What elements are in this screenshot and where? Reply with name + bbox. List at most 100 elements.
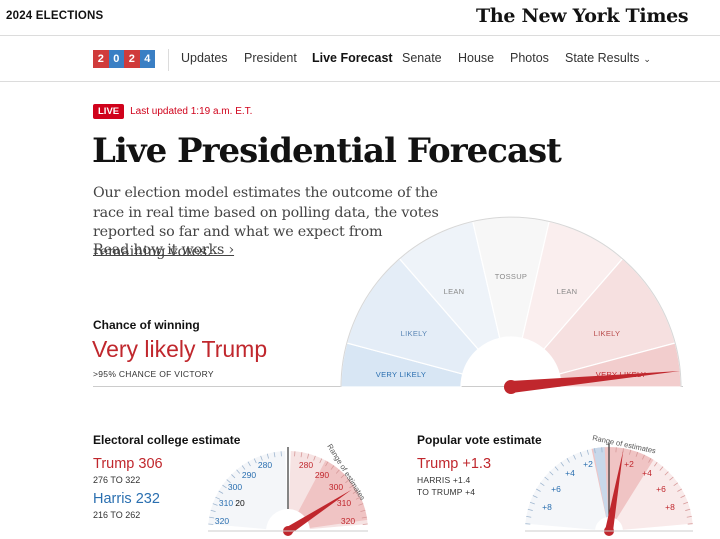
nav-link-updates[interactable]: Updates <box>181 51 228 65</box>
gauge-label: VERY LIKELY <box>376 370 426 379</box>
pv-tick-label-harris: +4 <box>565 468 575 478</box>
pv-tick-label-harris: +6 <box>551 484 561 494</box>
ec-tick-label-trump: 280 <box>299 460 313 470</box>
ec-tick <box>218 490 224 494</box>
read-how-it-works-link[interactable]: Read how it works › <box>93 242 235 258</box>
gauge-outline <box>340 216 682 388</box>
ec-tick <box>209 516 215 519</box>
nav-link-president[interactable]: President <box>244 51 297 65</box>
pv-tick <box>664 471 669 476</box>
pv-tick <box>560 461 565 467</box>
ec-tick <box>307 453 310 459</box>
pv-tick <box>529 501 535 505</box>
ec-tick <box>222 484 227 489</box>
ec-tick-label-harris: 320 <box>215 516 229 526</box>
ec-tick <box>358 503 364 506</box>
ec-tick <box>273 452 276 458</box>
pv-tick-label-trump: +2 <box>624 459 634 469</box>
ec-tick <box>330 465 335 470</box>
pv-tick <box>544 476 549 481</box>
ec-tick-label-trump: 310 <box>337 498 351 508</box>
page-title: Live Presidential Forecast <box>92 131 562 171</box>
ec-tick-label-harris: 300 <box>228 482 242 492</box>
badge-digit: 2 <box>124 50 140 68</box>
popular-range-low: HARRIS +1.4 <box>417 475 471 485</box>
pv-tick-label-harris: +2 <box>583 459 593 469</box>
electoral-harris: Harris 232 <box>93 491 160 507</box>
pv-tick <box>594 448 596 454</box>
pv-tick <box>653 461 658 467</box>
chance-sub: >95% CHANCE OF VICTORY <box>93 369 214 379</box>
ec-tick <box>345 479 350 484</box>
ec-tick <box>260 455 263 461</box>
ec-tick <box>325 461 329 467</box>
nav-link-senate[interactable]: Senate <box>402 51 442 65</box>
ec-tick <box>335 469 340 474</box>
ec-tick-label-trump: 300 <box>329 482 343 492</box>
live-indicator: LIVE Last updated 1:19 a.m. E.T. <box>93 104 252 119</box>
pv-tick <box>554 466 559 471</box>
pv-tick-label-trump: +6 <box>656 484 666 494</box>
ec-tick <box>210 509 216 512</box>
badge-digit: 2 <box>93 50 109 68</box>
ec-tick <box>236 469 241 474</box>
popular-range-high: TO TRUMP +4 <box>417 487 476 497</box>
pv-tick <box>673 482 679 487</box>
gauge-label: LIKELY <box>594 329 621 338</box>
pv-range-band-harris <box>592 447 609 518</box>
pv-tick <box>635 451 639 457</box>
pv-tick <box>536 488 541 492</box>
electoral-title: Electoral college estimate <box>93 433 241 447</box>
pv-tick-label-trump: +4 <box>642 468 652 478</box>
electoral-trump: Trump 306 <box>93 456 163 472</box>
ec-needle <box>285 489 352 535</box>
page-description: Our election model estimates the outcome… <box>93 185 439 260</box>
ec-tick <box>340 474 345 479</box>
chevron-down-icon: ⌄ <box>643 54 651 64</box>
pv-tick <box>677 488 682 492</box>
pv-tick <box>648 458 652 463</box>
section-label[interactable]: 2024 ELECTIONS <box>6 10 104 22</box>
gauge-label: LEAN <box>444 287 465 296</box>
pv-tick <box>680 495 686 498</box>
ec-tick <box>212 503 218 506</box>
pv-tick <box>526 516 532 518</box>
ec-tick-label-trump: 320 <box>341 516 355 526</box>
ec-tick <box>352 490 358 494</box>
last-updated: Last updated 1:19 a.m. E.T. <box>130 106 253 117</box>
ec-tick-label-harris: 290 <box>242 470 256 480</box>
pv-tick <box>685 508 691 511</box>
chance-label: Chance of winning <box>93 318 200 332</box>
pv-tick <box>686 516 692 518</box>
top-bar: 2024 ELECTIONS The New York Times <box>0 0 720 36</box>
nav-link-photos[interactable]: Photos <box>510 51 549 65</box>
ec-tick-label-trump: 290 <box>315 470 329 480</box>
pv-tick <box>669 476 674 481</box>
pv-tick <box>527 508 533 511</box>
ec-tick <box>231 474 236 479</box>
ec-tick <box>247 461 251 467</box>
electoral-trump-range: 276 TO 322 <box>93 475 141 485</box>
nav-link-house[interactable]: House <box>458 51 495 65</box>
ec-tick-label-harris: 280 <box>258 460 272 470</box>
nav-link-state-results[interactable]: State Results ⌄ <box>565 51 651 65</box>
pv-tick-label-trump: +8 <box>665 502 675 512</box>
pv-tick <box>659 466 664 471</box>
ec-tick <box>349 484 354 489</box>
pv-tick <box>549 471 554 476</box>
nav-link-label: State Results <box>565 51 640 65</box>
pv-tick <box>579 451 583 457</box>
pv-tick <box>586 449 589 455</box>
popular-title: Popular vote estimate <box>417 433 542 447</box>
pv-tick <box>539 482 545 487</box>
nav-link-live-forecast[interactable]: Live Forecast <box>312 51 393 65</box>
gauge-needle <box>510 371 681 393</box>
pv-tick <box>566 458 570 463</box>
nyt-logo[interactable]: The New York Times <box>476 5 689 27</box>
ec-tick <box>241 465 246 470</box>
year-badge[interactable]: 2 0 2 4 <box>93 50 155 68</box>
ec-tick <box>355 496 361 500</box>
